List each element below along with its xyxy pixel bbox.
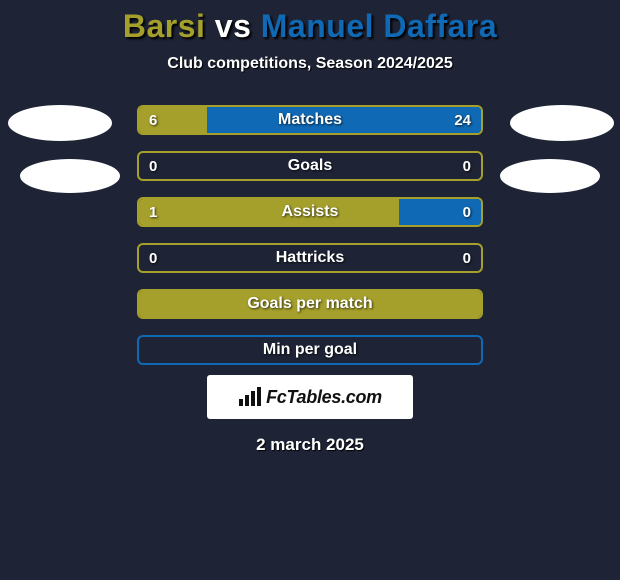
stat-label: Matches — [139, 107, 481, 133]
stat-row: 624Matches — [137, 105, 483, 135]
stat-row: 00Hattricks — [137, 243, 483, 273]
subtitle: Club competitions, Season 2024/2025 — [0, 55, 620, 73]
stat-row: Min per goal — [137, 335, 483, 365]
date-label: 2 march 2025 — [0, 435, 620, 455]
player1-avatar-secondary — [20, 159, 120, 193]
watermark-text: FcTables.com — [266, 387, 382, 408]
stat-label: Assists — [139, 199, 481, 225]
chart-area: 624Matches 00Goals 10Assists 00Hattricks Goa… — [0, 105, 620, 365]
comparison-card: Barsi vs Manuel Daffara Club competition… — [0, 0, 620, 580]
page-title: Barsi vs Manuel Daffara — [0, 8, 620, 45]
title-player1: Barsi — [123, 8, 206, 44]
stat-label: Goals per match — [139, 291, 481, 317]
title-player2: Manuel Daffara — [261, 8, 497, 44]
title-vs: vs — [215, 8, 252, 44]
stat-rows: 624Matches 00Goals 10Assists 00Hattricks Goa… — [137, 105, 483, 365]
stat-label: Hattricks — [139, 245, 481, 271]
stat-row: 10Assists — [137, 197, 483, 227]
stat-label: Goals — [139, 153, 481, 179]
stat-row: Goals per match — [137, 289, 483, 319]
barchart-icon — [238, 387, 262, 407]
watermark: FcTables.com — [207, 375, 413, 419]
player2-avatar-secondary — [500, 159, 600, 193]
player1-avatar-primary — [8, 105, 112, 141]
stat-label: Min per goal — [139, 337, 481, 363]
player2-avatar-primary — [510, 105, 614, 141]
stat-row: 00Goals — [137, 151, 483, 181]
